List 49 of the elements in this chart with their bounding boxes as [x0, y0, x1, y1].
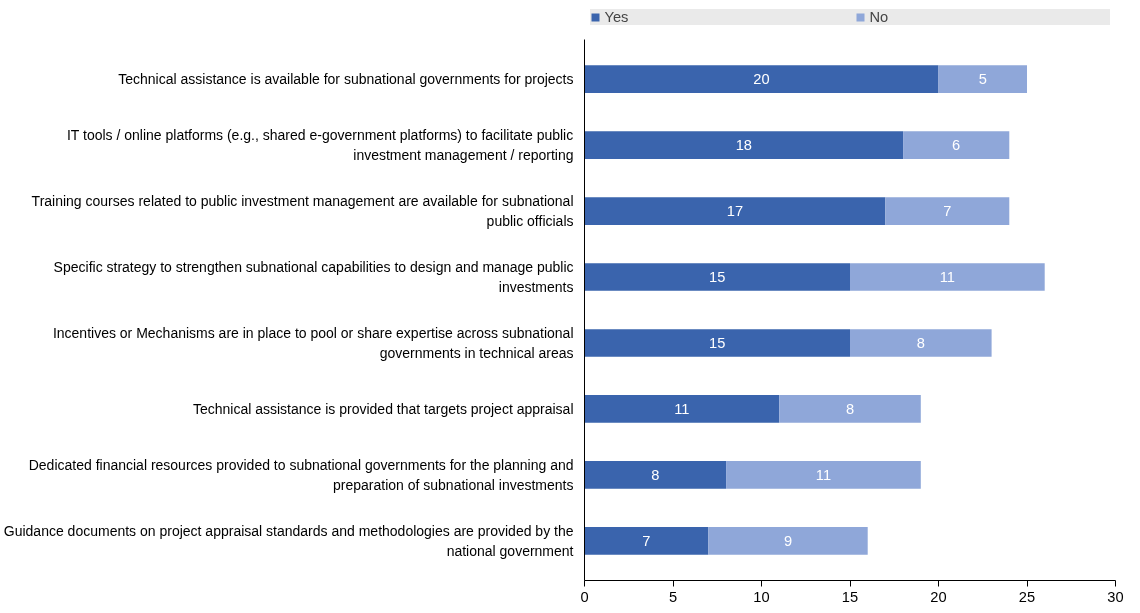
y-tick-label: Guidance documents on project appraisal standards and methodologies are provided by the national government: [3, 523, 574, 559]
data-label: 8: [845, 400, 855, 417]
bar: [708, 527, 868, 555]
bar: [850, 263, 1045, 291]
bar: [584, 263, 850, 291]
y-tick-label: IT tools / online platforms (e.g., shared e-government platforms) to facilitate public investment management / reporting: [66, 127, 574, 163]
x-tick-label: 30: [1107, 588, 1124, 605]
data-label: 9: [783, 532, 793, 549]
x-tick-label: 20: [930, 588, 947, 605]
x-tick-label: 10: [753, 588, 770, 605]
x-tick-label: 5: [668, 588, 678, 605]
data-label: 15: [709, 334, 726, 351]
y-tick-label: Incentives or Mechanisms are in place to pool or share expertise across subnational governments in technical areas: [52, 325, 574, 361]
bar: [584, 461, 727, 489]
y-tick-label: Dedicated financial resources provided to subnational governments for the planning and preparation of subnational investments: [28, 457, 574, 493]
bar: [850, 329, 992, 357]
data-label: 11: [939, 269, 955, 286]
bar: [584, 527, 709, 555]
data-label: 15: [709, 269, 726, 286]
bar: [903, 131, 1010, 159]
data-label: 5: [978, 71, 987, 88]
data-label: 8: [651, 466, 660, 483]
bar: [726, 461, 921, 489]
bar: [885, 197, 1010, 225]
bar: [938, 65, 1027, 93]
y-tick-label: Training courses related to public investment management are available for subnational public officials: [31, 193, 574, 229]
data-label: 7: [642, 532, 651, 549]
bar: [584, 131, 904, 159]
x-tick-label: 15: [841, 588, 859, 605]
legend-label: No: [869, 9, 890, 25]
bar: [584, 197, 886, 225]
y-tick-label: Technical assistance is available for subnational governments for projects: [118, 71, 574, 88]
bar: [584, 65, 939, 93]
y-tick-label: Technical assistance is provided that targets project appraisal: [192, 400, 574, 417]
data-label: 20: [753, 71, 770, 88]
bar: [584, 329, 850, 357]
data-label: 7: [943, 203, 952, 220]
legend-label: Yes: [604, 9, 630, 25]
data-label: 18: [735, 137, 752, 154]
x-tick-label: 25: [1018, 588, 1036, 605]
y-tick-label: Specific strategy to strengthen subnational capabilities to design and manage public investments: [53, 259, 574, 295]
bar: [584, 395, 780, 423]
bar: [779, 395, 921, 423]
x-tick-label: 0: [580, 588, 589, 605]
data-label: 11: [674, 400, 690, 417]
data-label: 11: [815, 466, 832, 483]
data-label: 17: [726, 203, 744, 220]
data-label: 6: [952, 137, 961, 154]
data-label: 8: [916, 334, 925, 351]
